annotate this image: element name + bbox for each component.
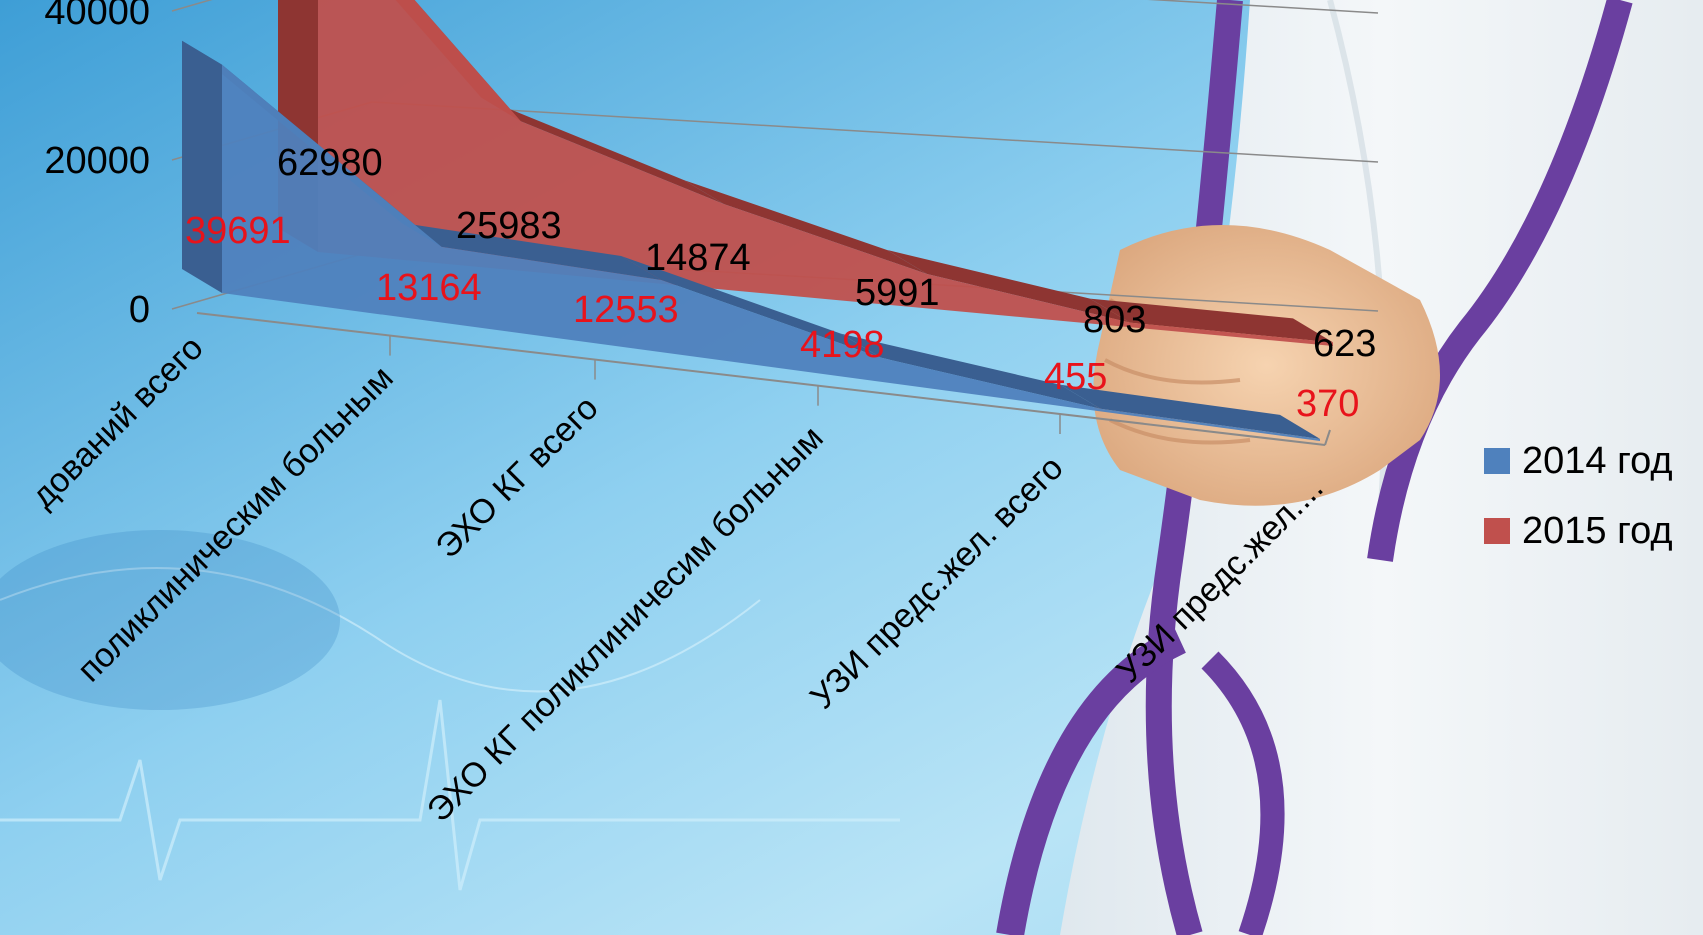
data-label-2014: 370 — [1296, 383, 1359, 425]
series-2015-top-segment — [1090, 298, 1333, 343]
gridline-back — [371, 101, 1379, 163]
y-tick-label: 20000 — [44, 140, 150, 182]
legend-swatch — [1484, 518, 1510, 544]
data-label-2014: 12553 — [573, 289, 679, 331]
legend: 2014 год 2015 год — [1484, 440, 1673, 552]
x-category-label: ЭХО КГ всего — [428, 389, 605, 566]
x-category-label: ЭХО КГ поликлиничесим больным — [420, 419, 831, 830]
x-category-label: УЗИ предс.жел. всего — [803, 449, 1071, 717]
series-2014-area — [182, 40, 1320, 442]
data-label-2015: 25983 — [456, 205, 562, 247]
y-tick-label: 0 — [129, 289, 150, 331]
data-label-2014: 455 — [1044, 356, 1107, 398]
data-label-2014: 13164 — [376, 267, 482, 309]
data-label-2015: 14874 — [645, 237, 751, 279]
gridline-side — [171, 0, 213, 12]
legend-item: 2015 год — [1484, 510, 1673, 552]
data-label-2015: 623 — [1313, 323, 1376, 365]
y-tick-label: 40000 — [44, 0, 150, 33]
floor-edge — [196, 312, 1326, 446]
series-2015-top-segment — [887, 249, 1130, 323]
legend-swatch — [1484, 448, 1510, 474]
legend-label: 2014 год — [1522, 440, 1673, 482]
chart-areas — [182, 0, 1333, 442]
gridline-back — [1147, 0, 1379, 14]
y-axis: 020000400006000080000 — [44, 0, 150, 331]
data-labels: 62980 25983 14874 5991 803 623 39691 13164 12553… — [185, 142, 1376, 425]
legend-label: 2015 год — [1522, 510, 1673, 552]
data-label-2014: 4198 — [800, 324, 885, 366]
series-2014-top-segment — [621, 256, 881, 358]
x-category-label: дований всего — [24, 329, 210, 515]
series-2014-top-segment — [840, 333, 1101, 409]
series-2015-top-segment — [684, 180, 927, 274]
series-2014-front-face — [222, 64, 1320, 442]
data-label-2014: 39691 — [185, 210, 291, 252]
legend-item: 2014 год — [1484, 440, 1673, 482]
series-2014-end-face — [182, 40, 222, 293]
data-label-2015: 62980 — [277, 142, 383, 184]
floor-edge-right — [1324, 429, 1331, 446]
series-2014-top-segment — [401, 222, 662, 281]
series-2014-top-segment — [1060, 384, 1320, 439]
x-category-label: УЗИ предс.жел.... — [1109, 469, 1330, 690]
series-2015-top-segment — [481, 97, 724, 205]
data-label-2015: 803 — [1083, 299, 1146, 341]
data-label-2015: 5991 — [855, 272, 940, 314]
